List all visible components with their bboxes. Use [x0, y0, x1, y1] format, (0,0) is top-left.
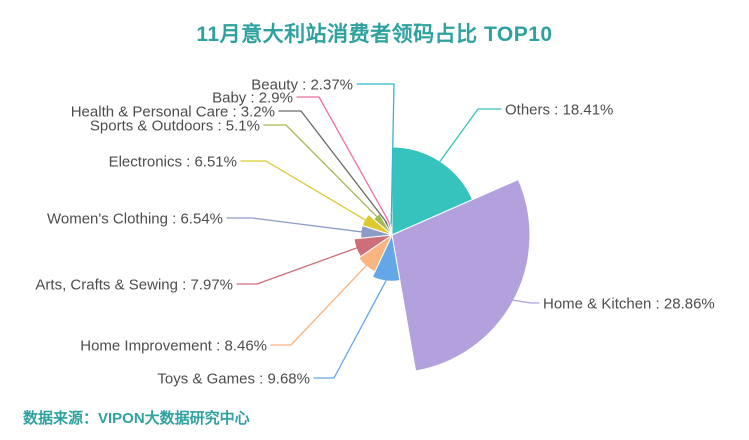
pie-leader-home-kitchen	[512, 299, 540, 304]
pie-label-others: Others : 18.41%	[505, 101, 613, 118]
pie-leader-women-s-clothing	[226, 217, 362, 233]
pie-label-health-personal-care: Health & Personal Care : 3.2%	[71, 103, 275, 120]
pie-leader-others	[439, 108, 502, 162]
pie-leader-toys-games	[313, 280, 387, 379]
pie-label-arts-crafts-sewing: Arts, Crafts & Sewing : 7.97%	[35, 276, 233, 293]
pie-leader-sports-outdoors	[263, 124, 378, 217]
pie-label-home-kitchen: Home & Kitchen : 28.86%	[543, 295, 715, 312]
pie-label-beauty: Beauty : 2.37%	[251, 76, 353, 93]
pie-leader-health-personal-care	[278, 110, 387, 222]
pie-label-sports-outdoors: Sports & Outdoors : 5.1%	[90, 117, 260, 134]
pie-label-baby: Baby : 2.9%	[212, 89, 293, 106]
pie-label-electronics: Electronics : 6.51%	[109, 153, 237, 170]
pie-leader-beauty	[356, 83, 395, 225]
chart-title: 11月意大利站消费者领码占比 TOP10	[196, 23, 553, 46]
pie-leader-electronics	[240, 160, 366, 221]
pie-label-toys-games: Toys & Games : 9.68%	[157, 370, 310, 387]
pie-leader-home-improvement	[270, 265, 367, 346]
pie-label-home-improvement: Home Improvement : 8.46%	[80, 337, 267, 354]
pie-leader-baby	[296, 96, 390, 223]
pie-leader-arts-crafts-sewing	[236, 247, 357, 285]
data-source-note: 数据来源：VIPON大数据研究中心	[23, 410, 250, 427]
pie-label-women-s-clothing: Women's Clothing : 6.54%	[47, 210, 223, 227]
